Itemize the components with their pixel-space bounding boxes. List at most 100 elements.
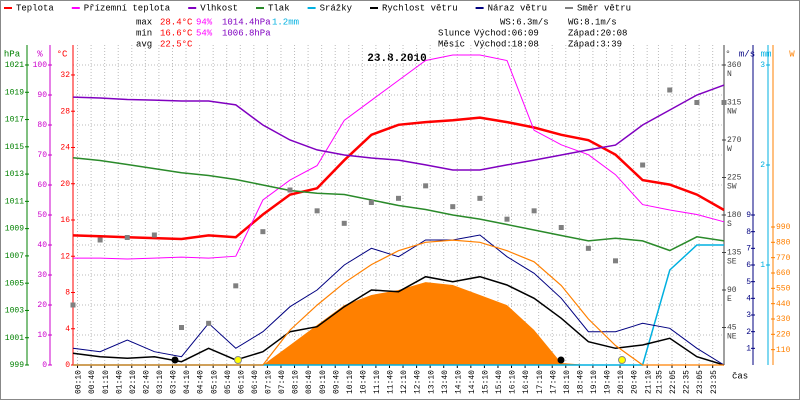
wind-info: WG:8.1m/s [568, 17, 617, 27]
series-point [667, 87, 673, 93]
y-tick-label: 4 [65, 325, 70, 334]
x-tick-label: 08:40 [305, 370, 314, 394]
stat: 22.5°C [160, 39, 193, 49]
y-tick-label: 90 [37, 91, 47, 100]
legend-label: Vlhkost [200, 3, 238, 13]
y-tick-label: 1011 [5, 197, 24, 206]
y-tick-label: 135 [727, 249, 742, 258]
y-tick-label: 5 [746, 278, 751, 287]
moon-info: Východ:18:08 [474, 39, 539, 49]
y-tick-label: 20 [60, 180, 70, 189]
series-point [721, 100, 727, 105]
series-point [314, 208, 320, 214]
y-tick-label: 110 [776, 346, 791, 355]
y-tick-label: 4 [746, 294, 751, 303]
series-point [179, 325, 184, 330]
x-tick-label: 21:10 [644, 370, 653, 394]
y-tick-label: 315 [727, 99, 742, 108]
y-tick-label: 999 [10, 361, 25, 370]
x-tick-label: 03:10 [156, 370, 165, 394]
x-tick-label: 18:10 [563, 370, 572, 394]
series-point [151, 232, 157, 238]
legend-label: Srážky [320, 3, 353, 13]
x-tick-label: 05:10 [210, 370, 219, 394]
x-tick-label: 02:10 [129, 370, 138, 394]
direction-label: NE [727, 333, 737, 342]
stat: avg [136, 39, 152, 49]
legend-label: Teplota [16, 3, 54, 13]
series-point [423, 183, 429, 189]
x-tick-label: 09:40 [332, 370, 341, 394]
series-point [260, 229, 266, 235]
y-tick-label: 8 [65, 289, 70, 298]
x-tick-label: 17:10 [536, 370, 545, 394]
y-tick-label: 30 [37, 271, 47, 280]
series-point [531, 208, 537, 214]
y-tick-label: 12 [60, 252, 70, 261]
x-tick-label: 08:10 [292, 370, 301, 394]
x-tick-label: 15:10 [482, 370, 491, 394]
x-tick-label: 11:10 [373, 370, 382, 394]
x-tick-label: 20:10 [617, 370, 626, 394]
y-tick-label: 70 [37, 151, 47, 160]
series-point [97, 237, 103, 243]
series-line [73, 239, 724, 366]
y-tick-label: 990 [776, 223, 791, 232]
y-tick-label: 80 [37, 121, 47, 130]
series-point [124, 235, 130, 240]
wind-info: WS:6.3m/s [500, 17, 549, 27]
x-tick-label: 02:40 [142, 370, 151, 394]
marker [557, 356, 565, 364]
y-tick-label: 1013 [5, 170, 24, 179]
sun-info: Slunce [438, 28, 470, 38]
x-tick-label: 12:40 [414, 370, 423, 394]
stat: max [136, 17, 152, 27]
stat: 94% [196, 17, 213, 27]
direction-label: E [727, 295, 732, 304]
series-point [341, 220, 347, 226]
series-point [287, 187, 293, 193]
series-point [70, 302, 76, 308]
stat: 54% [196, 28, 213, 38]
y-tick-label: 32 [60, 71, 70, 80]
x-axis-label: čas [732, 371, 748, 381]
x-tick-label: 10:10 [346, 370, 355, 394]
series-point [640, 162, 646, 168]
y-tick-label: 60 [37, 181, 47, 190]
direction-label: N [727, 70, 732, 79]
event-markers [171, 356, 626, 364]
x-tick-label: 09:10 [319, 370, 328, 394]
y-tick-label: 2 [746, 328, 751, 337]
series-line [72, 116, 725, 241]
y-tick-label: 1009 [5, 225, 24, 234]
y-tick-label: 0 [65, 361, 70, 370]
x-tick-label: 23:05 [696, 370, 705, 394]
y-tick-label: 0 [42, 361, 47, 370]
direction-label: W [727, 145, 732, 154]
series-point [233, 283, 239, 289]
y-tick-label: 28 [60, 107, 70, 116]
y-tick-label: 8 [746, 228, 751, 237]
x-tick-label: 11:40 [387, 370, 396, 394]
y-tick-label: 225 [727, 174, 742, 183]
legend-label: Náraz větru [488, 3, 547, 13]
series-point [613, 258, 618, 264]
x-tick-label: 05:40 [224, 370, 233, 394]
y-tick-label: 550 [776, 284, 791, 293]
y-tick-label: 100 [33, 61, 48, 70]
y-tick-label: 180 [727, 211, 742, 220]
x-tick-label: 14:10 [454, 370, 463, 394]
y-tick-label: 1 [746, 344, 751, 353]
x-tick-label: 12:10 [400, 370, 409, 394]
y-tick-label: 10 [37, 331, 47, 340]
y-tick-label: 45 [727, 324, 737, 333]
x-tick-label: 19:40 [604, 370, 613, 394]
y-tick-label: 270 [727, 136, 742, 145]
y-tick-label: 3 [746, 311, 751, 320]
y-tick-label: 330 [776, 315, 791, 324]
y-tick-label: 1007 [5, 252, 24, 261]
series-point [368, 200, 374, 205]
legend-label: Směr větru [577, 3, 631, 13]
y-tick-label: 1 [760, 261, 765, 270]
